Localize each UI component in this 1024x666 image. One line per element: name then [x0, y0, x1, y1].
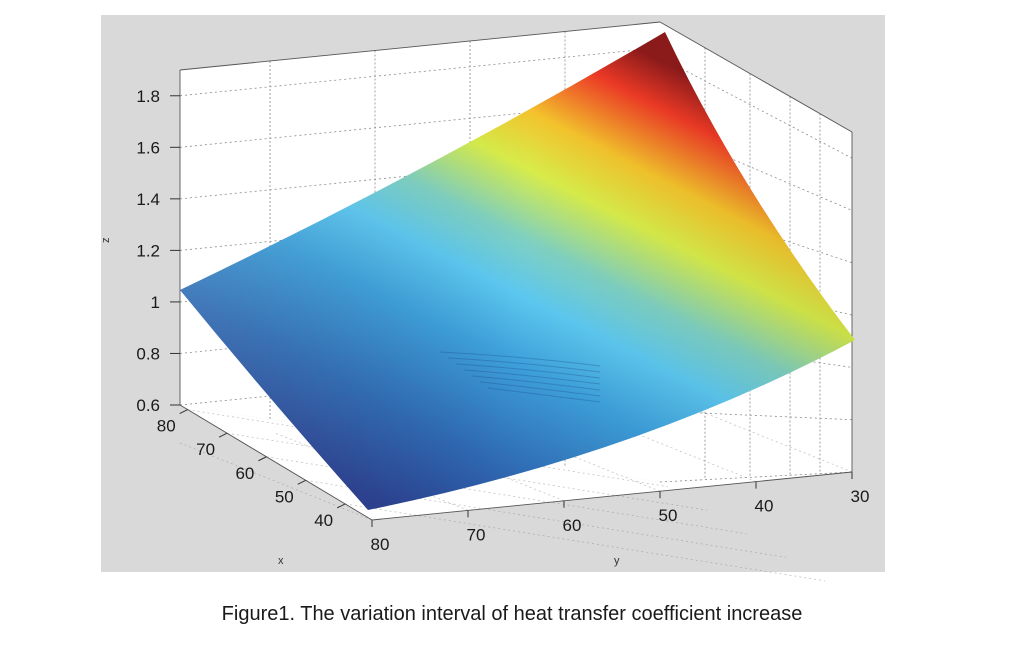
axis-tick-labels: 0.6 0.8 1 1.2 1.4 1.6 1.8 80 70 60 50 40 80 70 60 50 40 3… [136, 87, 869, 554]
x-tick-label: 40 [314, 511, 333, 530]
mesh-band [479, 381, 601, 397]
z-axis-label: z [100, 238, 112, 244]
y-tick-label: 60 [563, 516, 582, 535]
y-tick-label: 70 [467, 525, 486, 544]
grid-line [226, 432, 708, 511]
z-tick-label: 1.4 [136, 190, 160, 209]
mesh-band [439, 351, 601, 367]
surface-mesh-bands [439, 351, 601, 403]
x-tick [336, 503, 346, 509]
mesh-band [447, 357, 601, 373]
grid-line [659, 57, 853, 159]
y-tick-label: 80 [371, 535, 390, 554]
z-tick-label: 1 [151, 293, 160, 312]
y-tick-label: 30 [851, 487, 870, 506]
x-tick-label: 60 [235, 464, 254, 483]
z-tick-label: 0.6 [136, 396, 160, 415]
x-tick [297, 479, 306, 485]
axis-ticks [170, 95, 853, 527]
mesh-band [487, 387, 601, 403]
grid-line [179, 47, 661, 97]
mesh-band [463, 369, 601, 385]
x-axis-label: x [278, 555, 284, 567]
surface-plot: 0.6 0.8 1 1.2 1.4 1.6 1.8 80 70 60 50 40 80 70 60 50 40 3… [100, 15, 885, 582]
grid-line [187, 409, 668, 487]
y-tick-label: 40 [755, 497, 774, 516]
x-tick-label: 50 [275, 487, 294, 506]
grid-line [659, 471, 853, 483]
surface-shading [180, 32, 855, 510]
figure-caption: Figure1. The variation interval of heat … [221, 603, 803, 625]
z-tick-label: 0.8 [136, 344, 160, 363]
z-tick-label: 1.6 [136, 138, 160, 157]
x-tick-label: 70 [196, 440, 215, 459]
z-tick-label: 1.2 [136, 241, 160, 260]
mesh-band [455, 363, 601, 379]
grid-line [659, 410, 853, 421]
y-axis-label: y [614, 555, 620, 567]
x-tick [218, 432, 228, 438]
x-tick [258, 456, 267, 462]
y-tick-label: 50 [659, 506, 678, 525]
x-tick [179, 409, 188, 415]
x-tick-label: 80 [157, 417, 176, 436]
grid-line [345, 503, 826, 582]
z-tick-label: 1.8 [136, 87, 160, 106]
mesh-band [471, 375, 601, 391]
pane-edges [179, 21, 853, 521]
